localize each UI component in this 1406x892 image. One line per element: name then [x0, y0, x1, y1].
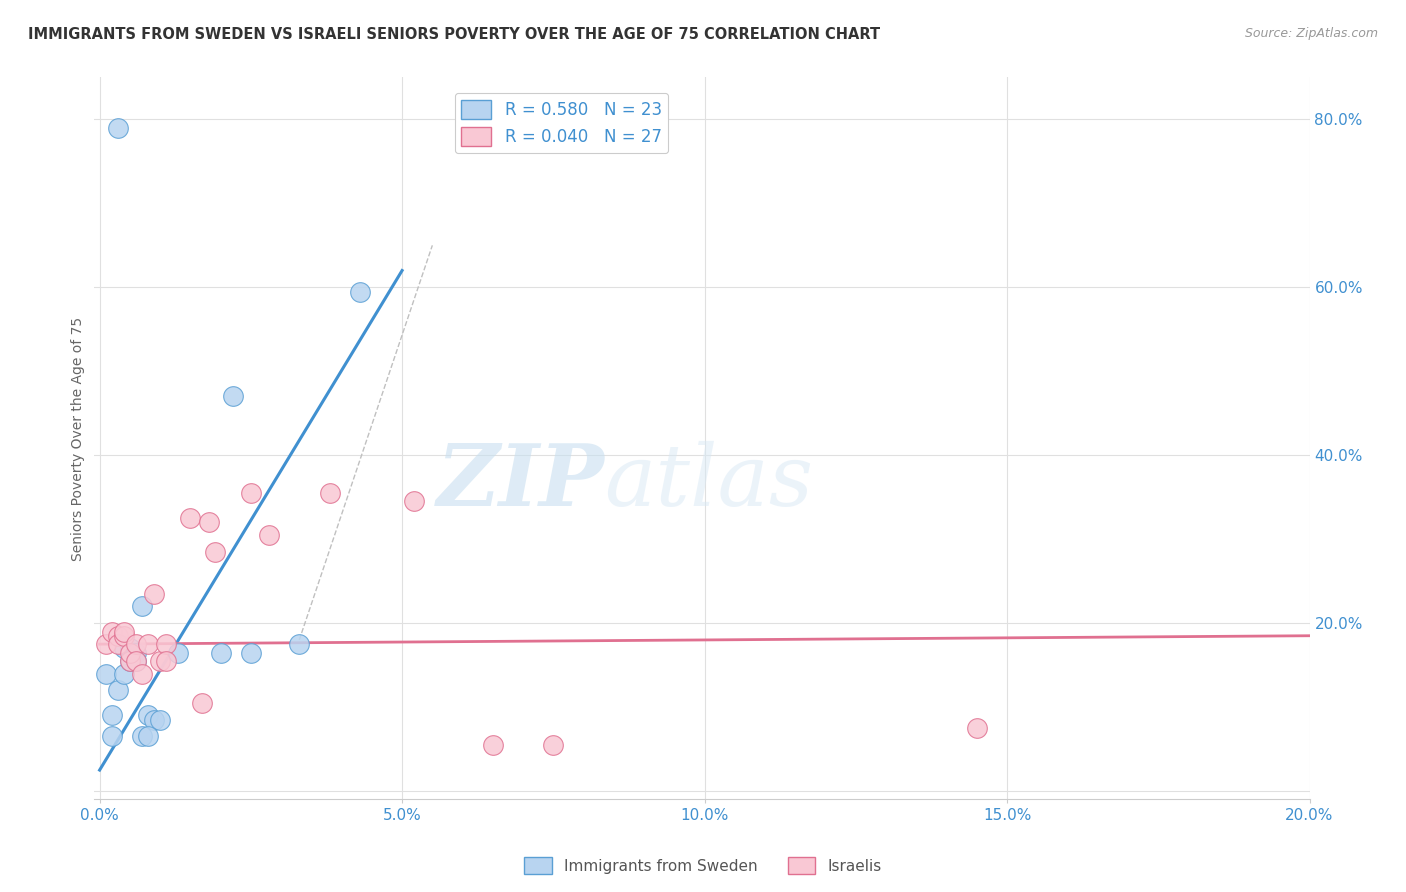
- Point: [125, 654, 148, 668]
- Point: [112, 666, 135, 681]
- Point: [257, 528, 280, 542]
- Point: [209, 646, 232, 660]
- Point: [143, 587, 166, 601]
- Text: Source: ZipAtlas.com: Source: ZipAtlas.com: [1244, 27, 1378, 40]
- Point: [131, 599, 153, 614]
- Legend: Immigrants from Sweden, Israelis: Immigrants from Sweden, Israelis: [517, 851, 889, 880]
- Point: [155, 654, 177, 668]
- Point: [107, 629, 129, 643]
- Text: ZIP: ZIP: [436, 440, 605, 524]
- Point: [222, 389, 245, 403]
- Point: [100, 624, 122, 639]
- Point: [94, 637, 117, 651]
- Point: [118, 641, 141, 656]
- Y-axis label: Seniors Poverty Over the Age of 75: Seniors Poverty Over the Age of 75: [72, 317, 86, 560]
- Point: [136, 708, 159, 723]
- Text: IMMIGRANTS FROM SWEDEN VS ISRAELI SENIORS POVERTY OVER THE AGE OF 75 CORRELATION: IMMIGRANTS FROM SWEDEN VS ISRAELI SENIOR…: [28, 27, 880, 42]
- Point: [107, 120, 129, 135]
- Point: [149, 654, 172, 668]
- Point: [112, 624, 135, 639]
- Point: [125, 637, 148, 651]
- Point: [543, 738, 565, 752]
- Point: [204, 545, 226, 559]
- Point: [112, 629, 135, 643]
- Point: [100, 708, 122, 723]
- Point: [288, 637, 311, 651]
- Point: [125, 654, 148, 668]
- Point: [100, 730, 122, 744]
- Text: atlas: atlas: [605, 441, 814, 523]
- Point: [155, 637, 177, 651]
- Point: [118, 654, 141, 668]
- Point: [197, 516, 219, 530]
- Point: [136, 637, 159, 651]
- Point: [318, 486, 340, 500]
- Point: [191, 696, 214, 710]
- Point: [482, 738, 505, 752]
- Point: [118, 646, 141, 660]
- Point: [143, 713, 166, 727]
- Point: [349, 285, 371, 299]
- Point: [239, 646, 262, 660]
- Point: [107, 683, 129, 698]
- Point: [118, 654, 141, 668]
- Point: [404, 494, 426, 508]
- Point: [94, 666, 117, 681]
- Point: [112, 641, 135, 656]
- Point: [179, 511, 201, 525]
- Point: [131, 730, 153, 744]
- Point: [107, 637, 129, 651]
- Point: [966, 721, 988, 735]
- Legend: R = 0.580   N = 23, R = 0.040   N = 27: R = 0.580 N = 23, R = 0.040 N = 27: [454, 93, 668, 153]
- Point: [136, 730, 159, 744]
- Point: [131, 666, 153, 681]
- Point: [125, 646, 148, 660]
- Point: [167, 646, 190, 660]
- Point: [149, 713, 172, 727]
- Point: [239, 486, 262, 500]
